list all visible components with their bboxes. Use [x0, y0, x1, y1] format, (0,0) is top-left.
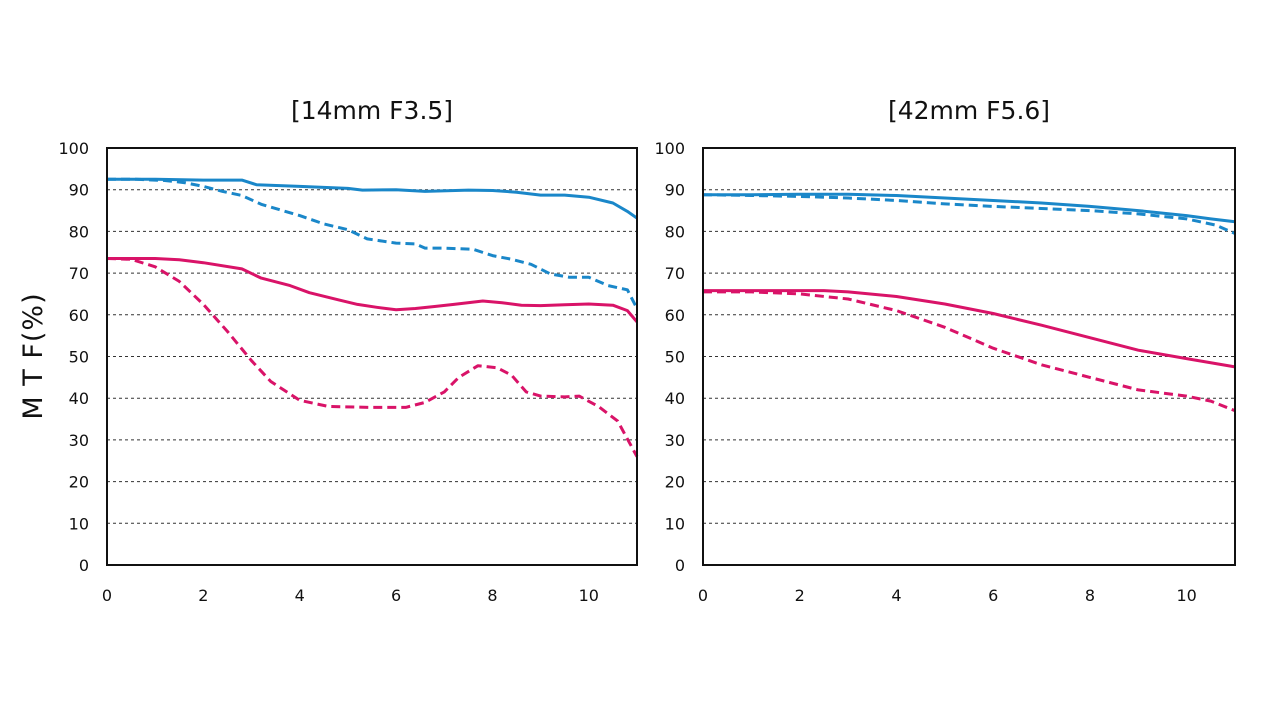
x-tick-42mm-6: 6 — [988, 586, 998, 605]
y-tick-14mm-90: 90 — [69, 181, 89, 200]
y-tick-14mm-10: 10 — [69, 514, 89, 533]
y-tick-42mm-10: 10 — [665, 514, 685, 533]
y-tick-14mm-80: 80 — [69, 222, 89, 241]
series-line-42mm-4 — [703, 290, 1236, 413]
x-tick-14mm-0: 0 — [102, 586, 112, 605]
x-tick-42mm-0: 0 — [698, 586, 708, 605]
x-tick-14mm-8: 8 — [487, 586, 497, 605]
series-line-42mm-3 — [703, 289, 1236, 369]
x-tick-42mm-8: 8 — [1085, 586, 1095, 605]
x-tick-42mm-10: 10 — [1176, 586, 1196, 605]
y-tick-14mm-20: 20 — [69, 473, 89, 492]
series-line-42mm-2 — [702, 193, 1236, 235]
gridlines-14mm — [107, 147, 637, 524]
y-tick-42mm-20: 20 — [665, 473, 685, 492]
chart-title-14mm: [14mm F3.5] — [291, 96, 453, 125]
x-tick-14mm-4: 4 — [295, 586, 305, 605]
y-tick-42mm-80: 80 — [665, 222, 685, 241]
chart-title-42mm: [42mm F5.6] — [888, 96, 1050, 125]
y-tick-14mm-30: 30 — [69, 431, 89, 450]
y-tick-42mm-100: 100 — [654, 139, 685, 158]
y-tick-42mm-50: 50 — [665, 348, 685, 367]
x-tick-labels-42mm: 0 2 4 6 8 10 — [698, 586, 1197, 605]
y-tick-42mm-70: 70 — [665, 264, 685, 283]
y-tick-14mm-40: 40 — [69, 389, 89, 408]
x-tick-14mm-10: 10 — [579, 586, 599, 605]
x-tick-labels-14mm: 0 2 4 6 8 10 — [102, 586, 599, 605]
y-tick-42mm-40: 40 — [665, 389, 685, 408]
y-tick-42mm-90: 90 — [665, 181, 685, 200]
y-tick-42mm-30: 30 — [665, 431, 685, 450]
y-axis-label: M T F(%) — [18, 292, 49, 419]
x-tick-14mm-6: 6 — [391, 586, 401, 605]
y-tick-14mm-60: 60 — [69, 306, 89, 325]
plot-frame-42mm — [702, 147, 1236, 566]
y-tick-14mm-0: 0 — [79, 556, 89, 575]
plot-frame-14mm — [106, 147, 638, 566]
series-line-14mm-3 — [107, 257, 639, 323]
x-tick-42mm-4: 4 — [891, 586, 901, 605]
series-line-14mm-1 — [107, 177, 638, 220]
series-line-42mm-1 — [703, 192, 1236, 224]
y-tick-42mm-60: 60 — [665, 306, 685, 325]
x-tick-14mm-2: 2 — [198, 586, 208, 605]
y-tick-14mm-50: 50 — [69, 348, 89, 367]
y-tick-14mm-100: 100 — [58, 139, 89, 158]
x-tick-42mm-2: 2 — [795, 586, 805, 605]
series-line-14mm-4 — [106, 257, 639, 458]
y-tick-14mm-70: 70 — [69, 264, 89, 283]
series-lines-14mm — [106, 177, 639, 458]
series-line-14mm-2 — [107, 177, 639, 310]
y-tick-42mm-0: 0 — [675, 556, 685, 575]
series-lines-42mm — [702, 192, 1236, 413]
